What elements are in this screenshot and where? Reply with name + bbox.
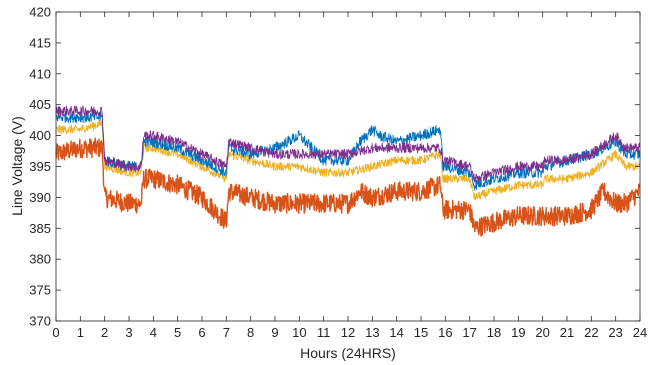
x-tick-label: 23 xyxy=(608,325,622,340)
x-tick-label: 6 xyxy=(198,325,205,340)
y-tick-label: 385 xyxy=(29,221,51,236)
series-layer xyxy=(55,105,641,237)
y-tick-label: 370 xyxy=(29,314,51,329)
x-tick-label: 4 xyxy=(150,325,157,340)
y-tick-label: 400 xyxy=(29,128,51,143)
tick-layer: 0 1 2 3 4 5 6 7 8 9 10 11 12 13 14 15 16 17 18 19 20 21 22 23 24… xyxy=(29,5,647,341)
x-tick-label: 11 xyxy=(317,325,331,340)
x-tick-label: 7 xyxy=(223,325,230,340)
x-tick-label: 8 xyxy=(247,325,254,340)
x-tick-label: 10 xyxy=(292,325,306,340)
x-tick-label: 5 xyxy=(174,325,181,340)
x-tick-label: 12 xyxy=(341,325,355,340)
y-tick-label: 410 xyxy=(29,66,51,81)
series-line-2 xyxy=(55,119,641,201)
x-tick-label: 24 xyxy=(633,325,647,340)
x-tick-label: 9 xyxy=(271,325,278,340)
x-tick-label: 0 xyxy=(52,325,59,340)
y-axis-label: Line Voltage (V) xyxy=(9,116,25,216)
y-tick-label: 405 xyxy=(29,97,51,112)
x-tick-label: 1 xyxy=(77,325,84,340)
y-tick-label: 415 xyxy=(29,35,51,50)
x-axis-label: Hours (24HRS) xyxy=(300,345,396,361)
y-tick-label: 395 xyxy=(29,159,51,174)
x-tick-label: 18 xyxy=(487,325,501,340)
x-tick-label: 15 xyxy=(414,325,428,340)
y-tick-label: 390 xyxy=(29,190,51,205)
x-tick-label: 3 xyxy=(125,325,132,340)
x-tick-label: 13 xyxy=(365,325,379,340)
x-tick-label: 17 xyxy=(462,325,476,340)
x-tick-label: 20 xyxy=(535,325,549,340)
x-tick-label: 14 xyxy=(389,325,403,340)
y-tick-label: 420 xyxy=(29,5,51,20)
x-tick-label: 19 xyxy=(511,325,525,340)
x-tick-label: 2 xyxy=(101,325,108,340)
series-line-1 xyxy=(55,137,641,237)
x-tick-label: 22 xyxy=(584,325,598,340)
y-tick-label: 375 xyxy=(29,283,51,298)
y-tick-label: 380 xyxy=(29,252,51,267)
x-tick-label: 16 xyxy=(438,325,452,340)
x-tick-label: 21 xyxy=(560,325,574,340)
series-line-4 xyxy=(55,105,641,183)
